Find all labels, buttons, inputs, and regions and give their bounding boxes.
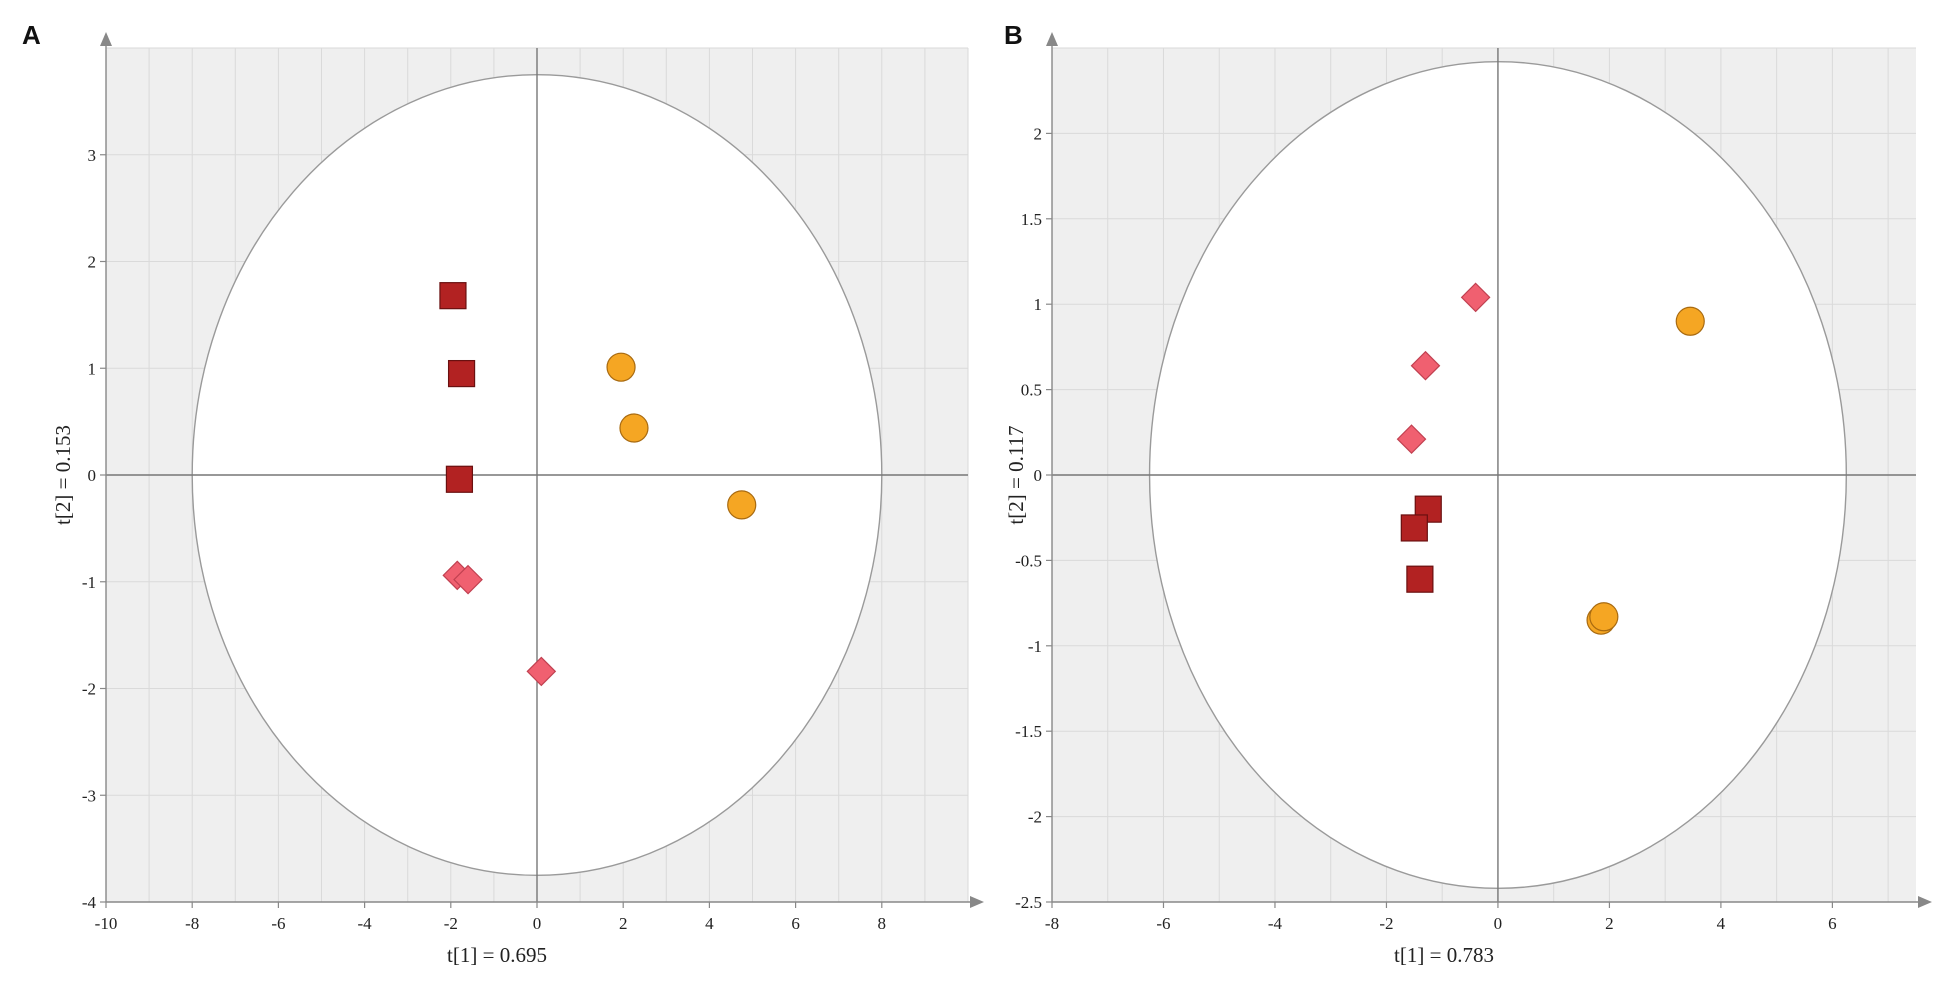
data-point-diamond [1396,424,1427,454]
x-tick-label: 4 [1717,914,1726,933]
y-tick-label: 1 [88,359,97,378]
y-tick-label: -1 [82,573,96,592]
y-axis-title: t[2] = 0.117 [1004,425,1028,524]
x-tick-label: 2 [1605,914,1614,933]
x-axis-title: t[1] = 0.783 [1394,943,1494,967]
x-tick-label: -8 [1045,914,1059,933]
x-tick-label: -6 [1156,914,1170,933]
data-point-square [447,359,476,388]
data-point-diamond [453,564,483,595]
x-tick-label: 4 [705,914,714,933]
panel-b: -8 -6 -4 -2 0 2 4 6 -2.5 -2 -1.5 -1 -0.5 0 0.5 1 1.5 2 t[1… [1004,32,1932,967]
x-tick-label: 6 [1828,914,1837,933]
y-tick-label: -2 [1028,808,1042,827]
data-point-square [1400,514,1428,542]
x-axis-arrow [970,896,984,908]
x-tick-label: -4 [1268,914,1283,933]
y-tick-label: 0.5 [1021,381,1042,400]
data-point-circle [619,413,649,443]
data-point-diamond [1410,350,1441,381]
data-point-diamond [526,656,557,687]
x-tick-label: 0 [533,914,542,933]
y-tick-label: -0.5 [1015,551,1042,570]
data-point-circle [1675,306,1705,336]
y-axis-arrow [100,32,112,46]
x-axis-title: t[1] = 0.695 [447,943,547,967]
panel-label-a: A [22,20,41,50]
y-tick-label: -1.5 [1015,722,1042,741]
data-point-circle [606,352,636,382]
y-tick-label: -2.5 [1015,893,1042,912]
data-point-circle [727,490,757,520]
data-point-diamond [1460,282,1491,313]
x-tick-label: -2 [444,914,458,933]
y-tick-label: 2 [88,253,97,272]
y-tick-label: -1 [1028,637,1042,656]
x-tick-label: -8 [185,914,199,933]
x-tick-label: -6 [271,914,285,933]
data-point-square [445,465,474,493]
y-tick-label: 0 [1034,466,1043,485]
y-tick-label: 2 [1034,124,1043,143]
y-tick-label: -3 [82,786,96,805]
y-axis-arrow [1046,32,1058,46]
x-tick-label: 2 [619,914,628,933]
x-axis-arrow [1918,896,1932,908]
x-tick-label: -2 [1379,914,1393,933]
panel-label-b: B [1004,20,1023,50]
y-axis-title: t[2] = 0.153 [51,425,75,525]
y-tick-label: 1 [1034,295,1043,314]
x-tick-label: 6 [791,914,800,933]
y-tick-label: -2 [82,680,96,699]
x-tick-label: -10 [95,914,118,933]
x-tick-label: -4 [358,914,373,933]
data-point-square [1406,565,1434,593]
data-point-square [439,282,467,310]
x-tick-label: 0 [1494,914,1503,933]
y-tick-label: 0 [88,466,97,485]
y-tick-label: 1.5 [1021,210,1042,229]
y-tick-label: 3 [88,146,97,165]
y-tick-label: -4 [82,893,97,912]
data-point-circle [1589,602,1619,632]
x-tick-label: 8 [878,914,887,933]
